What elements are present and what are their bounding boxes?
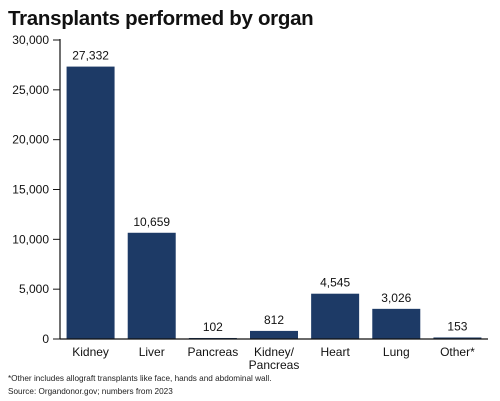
data-label: 102: [203, 320, 223, 334]
bar: [66, 66, 115, 339]
bar-chart: 0 5,000 10,000 15,000 20,000 25,000 30,000 27,3…: [12, 33, 488, 372]
y-tick-label: 5,000: [19, 282, 49, 296]
y-tick-label: 20,000: [12, 133, 49, 147]
data-label: 812: [264, 313, 284, 327]
data-label: 10,659: [133, 215, 170, 229]
x-tick-label: Other*: [440, 345, 475, 359]
x-tick-label: Pancreas: [249, 358, 300, 372]
bar: [127, 232, 176, 339]
y-tick-label: 10,000: [12, 232, 49, 246]
data-label: 4,545: [320, 276, 350, 290]
bar: [433, 337, 482, 339]
source-note: Source: Organdonor.gov; numbers from 202…: [8, 387, 173, 396]
x-tick-label: Kidney/: [254, 345, 295, 359]
y-tick-label: 25,000: [12, 83, 49, 97]
data-label: 27,332: [72, 49, 109, 63]
y-tick-label: 0: [42, 332, 49, 346]
y-tick-label: 15,000: [12, 183, 49, 197]
x-tick-label: Kidney: [72, 345, 109, 359]
footnote: *Other includes allograft transplants li…: [8, 374, 272, 383]
x-tick-label: Heart: [320, 345, 350, 359]
x-tick-label: Liver: [139, 345, 165, 359]
chart-title: Transplants performed by organ: [8, 7, 314, 30]
data-label: 153: [447, 319, 467, 333]
bar: [372, 308, 421, 339]
bar: [311, 293, 360, 339]
y-tick-label: 30,000: [12, 33, 49, 47]
bar: [250, 330, 298, 339]
x-tick-label: Pancreas: [188, 345, 239, 359]
x-tick-label: Lung: [383, 345, 410, 359]
data-label: 3,026: [381, 291, 411, 305]
